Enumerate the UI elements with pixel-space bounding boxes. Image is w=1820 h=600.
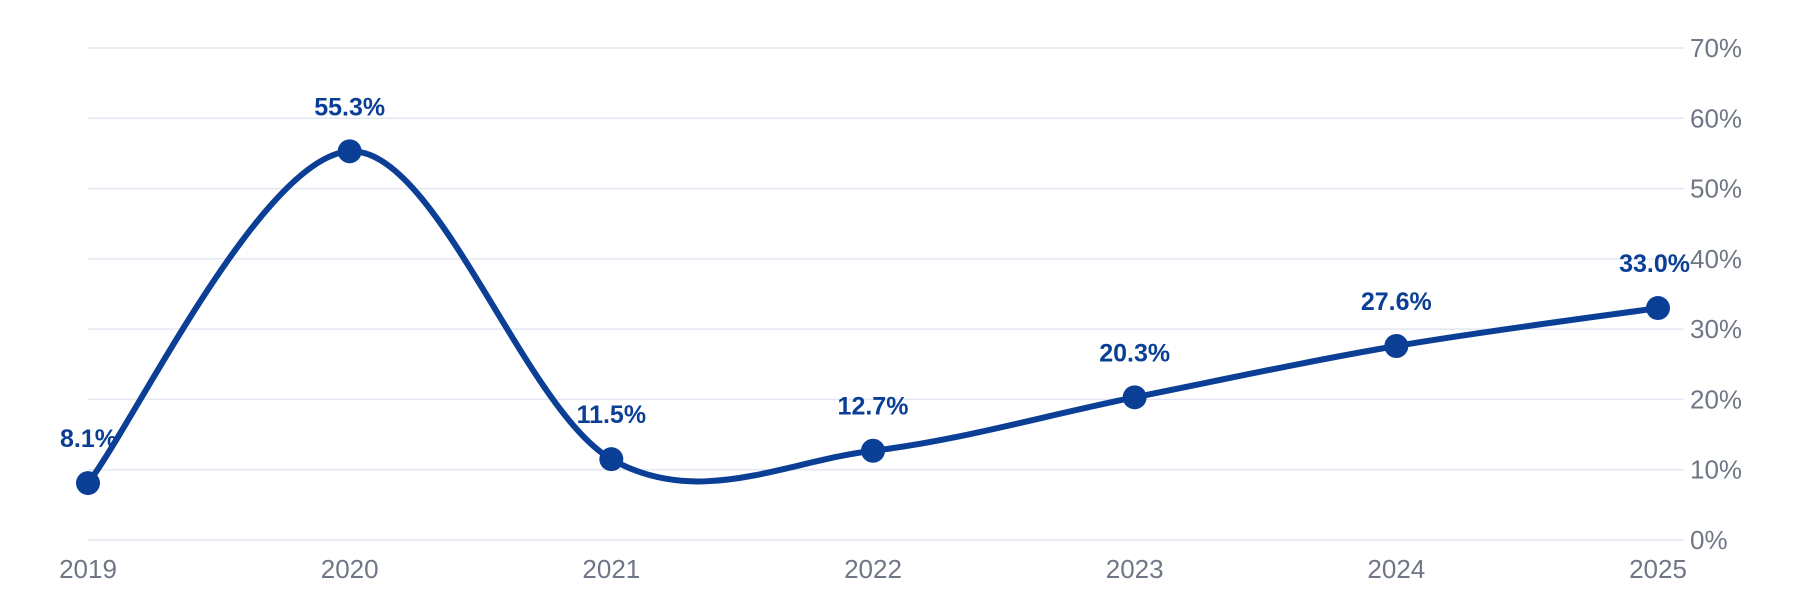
x-tick-label: 2024 — [1367, 554, 1425, 584]
y-tick-label: 50% — [1690, 174, 1742, 204]
data-point — [861, 438, 885, 463]
data-label: 33.0% — [1619, 250, 1690, 278]
x-tick-label: 2023 — [1106, 554, 1164, 584]
data-point — [1122, 385, 1147, 410]
x-tick-label: 2020 — [321, 554, 379, 584]
data-point — [599, 447, 624, 472]
y-tick-label: 0% — [1690, 525, 1728, 555]
data-label: 11.5% — [577, 401, 647, 429]
x-axis-ticks: 2019 2020 2021 2022 2023 2024 2025 — [59, 554, 1687, 584]
data-label: 55.3% — [314, 93, 385, 121]
y-tick-label: 40% — [1690, 244, 1742, 274]
y-tick-label: 60% — [1690, 103, 1742, 133]
y-tick-label: 70% — [1690, 33, 1742, 63]
data-point — [1646, 296, 1670, 321]
series-line-layer — [85, 148, 1661, 487]
data-point — [337, 139, 362, 164]
y-tick-label: 20% — [1690, 384, 1742, 414]
x-tick-label: 2022 — [844, 554, 902, 584]
data-points — [76, 139, 1670, 496]
x-tick-label: 2019 — [59, 554, 117, 584]
y-axis-ticks: 0% 10% 20% 30% 40% 50% 60% 70% — [1690, 33, 1742, 555]
data-label: 20.3% — [1099, 339, 1170, 367]
data-point — [76, 471, 100, 496]
data-label: 27.6% — [1361, 288, 1432, 316]
x-tick-label: 2021 — [582, 554, 640, 584]
y-tick-label: 30% — [1690, 314, 1742, 344]
y-tick-label: 10% — [1690, 455, 1742, 485]
data-labels: 8.1% 55.3% 11.5% 12.7% 20.3% 27.6% 33.0% — [60, 93, 1690, 453]
data-label: 12.7% — [838, 393, 909, 421]
x-tick-label: 2025 — [1629, 554, 1687, 584]
gridlines — [88, 47, 1684, 541]
series-line — [85, 148, 1661, 487]
data-label: 8.1% — [60, 425, 117, 453]
data-point — [1384, 334, 1409, 359]
